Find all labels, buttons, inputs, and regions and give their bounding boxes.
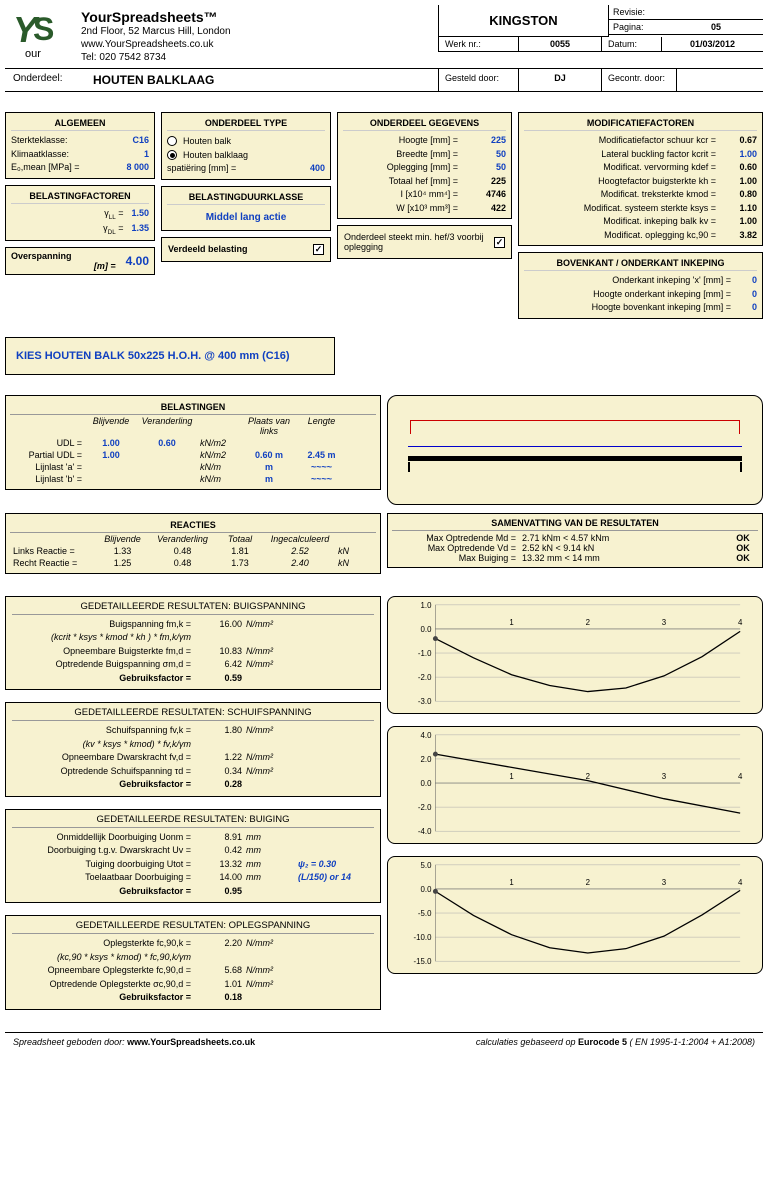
sum-title: SAMENVATTING VAN DE RESULTATEN — [392, 518, 758, 531]
svg-text:-5.0: -5.0 — [418, 908, 432, 917]
algemeen-title: ALGEMEEN — [11, 116, 149, 131]
pagina-label: Pagina: — [609, 20, 669, 34]
svg-text:0.0: 0.0 — [421, 778, 433, 787]
over-val: 4.00 — [116, 254, 149, 268]
logo: YS our — [13, 9, 73, 64]
belastingfactoren-panel: BELASTINGFACTOREN γLL =1.50 γDL =1.35 — [5, 185, 155, 241]
schuifspanning-panel: GEDETAILLEERDE RESULTATEN: SCHUIFSPANNIN… — [5, 702, 381, 797]
werknr-label: Werk nr.: — [438, 37, 518, 51]
pagina-val: 05 — [669, 20, 763, 34]
svg-text:2: 2 — [586, 878, 590, 887]
svg-text:1.0: 1.0 — [421, 600, 433, 609]
ydl-val: 1.35 — [131, 222, 149, 237]
gesteld-val: DJ — [554, 73, 566, 87]
svg-text:4: 4 — [738, 878, 743, 887]
svg-text:-10.0: -10.0 — [414, 933, 433, 942]
svg-text:1: 1 — [509, 878, 513, 887]
werknr-val: 0055 — [518, 37, 601, 51]
gecontr-label: Gecontr. door: — [608, 73, 665, 87]
ot-title: ONDERDEEL TYPE — [167, 116, 325, 131]
beam-diagram — [387, 395, 763, 505]
bd-val: Middel lang actie — [167, 208, 325, 227]
react-title: REACTIES — [10, 518, 376, 533]
svg-text:3: 3 — [662, 772, 667, 781]
oplegspanning-panel: GEDETAILLEERDE RESULTATEN: OPLEGSPANNING… — [5, 915, 381, 1010]
company-tel: Tel: 020 7542 8734 — [81, 51, 231, 64]
company-addr: 2nd Floor, 52 Marcus Hill, London — [81, 25, 231, 38]
onderdeel-type-panel: ONDERDEEL TYPE Houten balk Houten balkla… — [161, 112, 331, 180]
svg-text:-2.0: -2.0 — [418, 673, 432, 682]
bel-title: BELASTINGEN — [10, 400, 376, 415]
bd-title: BELASTINGDUURKLASSE — [167, 190, 325, 205]
steekt-text: Onderdeel steekt min. hef/3 voorbij ople… — [344, 232, 490, 252]
svg-text:5.0: 5.0 — [421, 860, 433, 869]
header: YS our YourSpreadsheets™ 2nd Floor, 52 M… — [5, 5, 763, 92]
belastingduur-panel: BELASTINGDUURKLASSE Middel lang actie — [161, 186, 331, 231]
verdeeld-label: Verdeeld belasting — [168, 244, 309, 254]
deflection-chart: -15.0 -10.0 -5.0 0.0 5.0 1 2 3 4 — [387, 856, 763, 974]
ink-title: BOVENKANT / ONDERKANT INKEPING — [524, 256, 757, 271]
gegevens-panel: ONDERDEEL GEGEVENS Hoogte [mm] =225Breed… — [337, 112, 512, 219]
svg-text:-15.0: -15.0 — [414, 957, 433, 966]
footer: Spreadsheet geboden door: www.YourSpread… — [5, 1032, 763, 1051]
buiging-panel: GEDETAILLEERDE RESULTATEN: BUIGING Onmid… — [5, 809, 381, 904]
datum-label: Datum: — [601, 37, 661, 51]
verdeeld-checkbox[interactable]: ✓ — [313, 244, 324, 255]
belastingen-table: BELASTINGEN Blijvende Veranderling Plaat… — [5, 395, 381, 490]
geg-title: ONDERDEEL GEGEVENS — [343, 116, 506, 131]
svg-text:4.0: 4.0 — [421, 730, 433, 739]
svg-text:4: 4 — [738, 772, 743, 781]
company-web: www.YourSpreadsheets.co.uk — [81, 38, 231, 51]
svg-text:3: 3 — [662, 618, 667, 627]
radio-balklaag[interactable]: Houten balklaag — [167, 148, 325, 162]
company-name: YourSpreadsheets™ — [81, 9, 231, 25]
radio-balk[interactable]: Houten balk — [167, 134, 325, 148]
summary-panel: SAMENVATTING VAN DE RESULTATEN Max Optre… — [387, 513, 763, 568]
inkeping-panel: BOVENKANT / ONDERKANT INKEPING Onderkant… — [518, 252, 763, 319]
verdeeld-check-row: Verdeeld belasting ✓ — [161, 237, 331, 262]
moment-chart: -3.0 -2.0 -1.0 0.0 1.0 1 2 3 4 — [387, 596, 763, 714]
svg-text:-4.0: -4.0 — [418, 827, 432, 836]
svg-text:2.0: 2.0 — [421, 754, 433, 763]
svg-text:-1.0: -1.0 — [418, 648, 432, 657]
steekt-row: Onderdeel steekt min. hef/3 voorbij ople… — [337, 225, 512, 259]
yll-val: 1.50 — [131, 207, 149, 222]
svg-text:4: 4 — [738, 618, 743, 627]
svg-text:1: 1 — [509, 772, 513, 781]
over-l2: [m] = — [11, 261, 116, 271]
onderdeel-label: Onderdeel: — [13, 73, 73, 87]
svg-text:0.0: 0.0 — [421, 624, 433, 633]
algemeen-panel: ALGEMEEN Sterkteklasse:C16Klimaatklasse:… — [5, 112, 155, 179]
mf-title: MODIFICATIEFACTOREN — [524, 116, 757, 131]
reacties-table: REACTIES Blijvende Veranderling Totaal I… — [5, 513, 381, 574]
gesteld-label: Gesteld door: — [445, 73, 499, 87]
datum-val: 01/03/2012 — [661, 37, 763, 51]
modfact-panel: MODIFICATIEFACTOREN Modificatiefactor sc… — [518, 112, 763, 246]
svg-text:-3.0: -3.0 — [418, 697, 432, 706]
over-l1: Overspanning — [11, 251, 116, 261]
steekt-checkbox[interactable]: ✓ — [494, 237, 505, 248]
svg-text:1: 1 — [509, 618, 513, 627]
selection-text: KIES HOUTEN BALK 50x225 H.O.H. @ 400 mm … — [16, 350, 290, 362]
shear-chart: -4.0-2.00.02.04.01234 — [387, 726, 763, 844]
svg-text:0.0: 0.0 — [421, 884, 433, 893]
buigspanning-panel: GEDETAILLEERDE RESULTATEN: BUIGSPANNING … — [5, 596, 381, 691]
overspanning-panel: Overspanning [m] = 4.00 — [5, 247, 155, 275]
selection-panel: KIES HOUTEN BALK 50x225 H.O.H. @ 400 mm … — [5, 337, 335, 375]
project-title: KINGSTON — [438, 5, 608, 37]
revisie-val — [669, 5, 763, 19]
svg-text:3: 3 — [662, 878, 667, 887]
revisie-label: Revisie: — [609, 5, 669, 19]
spat-val: 400 — [310, 162, 325, 176]
svg-text:2: 2 — [586, 618, 590, 627]
svg-text:-2.0: -2.0 — [418, 803, 432, 812]
bf-title: BELASTINGFACTOREN — [11, 189, 149, 204]
onderdeel-val: HOUTEN BALKLAAG — [73, 73, 214, 87]
